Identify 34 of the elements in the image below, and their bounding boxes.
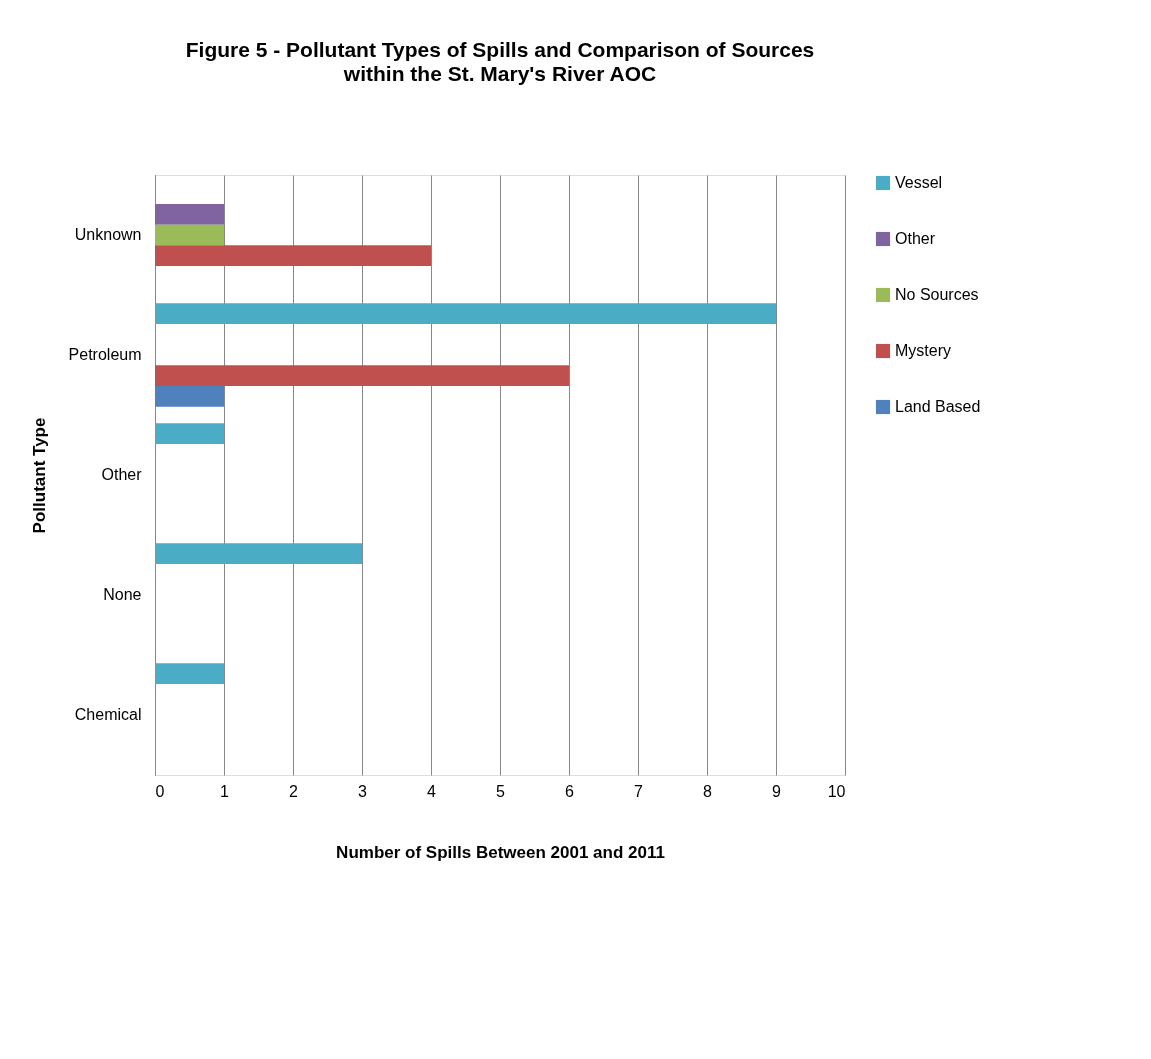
x-tick-label: 5 xyxy=(496,782,506,800)
bar xyxy=(155,245,431,267)
x-tick-label: 8 xyxy=(703,782,713,800)
bar xyxy=(155,386,224,407)
legend-label: No Sources xyxy=(895,286,979,303)
y-axis-title: Pollutant Type xyxy=(29,417,49,534)
x-tick-label: 6 xyxy=(565,782,575,800)
y-tick-label: Other xyxy=(101,466,143,483)
bar xyxy=(155,224,224,246)
legend-label: Other xyxy=(895,230,936,247)
bar xyxy=(155,543,362,564)
x-tick-label: 3 xyxy=(358,782,368,800)
y-tick-label: Unknown xyxy=(74,226,142,243)
bar xyxy=(155,423,224,444)
x-tick-label: 4 xyxy=(427,782,437,800)
chart-title: Figure 5 - Pollutant Types of Spills and Comparison of Sources xyxy=(185,38,815,61)
x-tick-label: 10 xyxy=(827,782,846,800)
x-tick-label: 2 xyxy=(289,782,299,800)
y-tick-label: Chemical xyxy=(74,706,142,723)
bar xyxy=(155,365,569,387)
y-tick-label: Petroleum xyxy=(68,346,142,363)
bar xyxy=(155,303,776,324)
legend-label: Mystery xyxy=(895,342,951,359)
x-tick-label: 7 xyxy=(634,782,644,800)
chart-subtitle: within the St. Mary's River AOC xyxy=(342,62,657,85)
legend-label: Vessel xyxy=(895,174,943,191)
x-axis-title: Number of Spills Between 2001 and 2011 xyxy=(336,842,665,862)
bar xyxy=(155,663,224,684)
legend-label: Land Based xyxy=(895,398,981,415)
x-tick-label: 0 xyxy=(155,782,165,800)
x-tick-label: 1 xyxy=(220,782,230,800)
y-tick-label: None xyxy=(103,586,142,603)
bar xyxy=(155,203,224,225)
x-tick-label: 9 xyxy=(772,782,782,800)
